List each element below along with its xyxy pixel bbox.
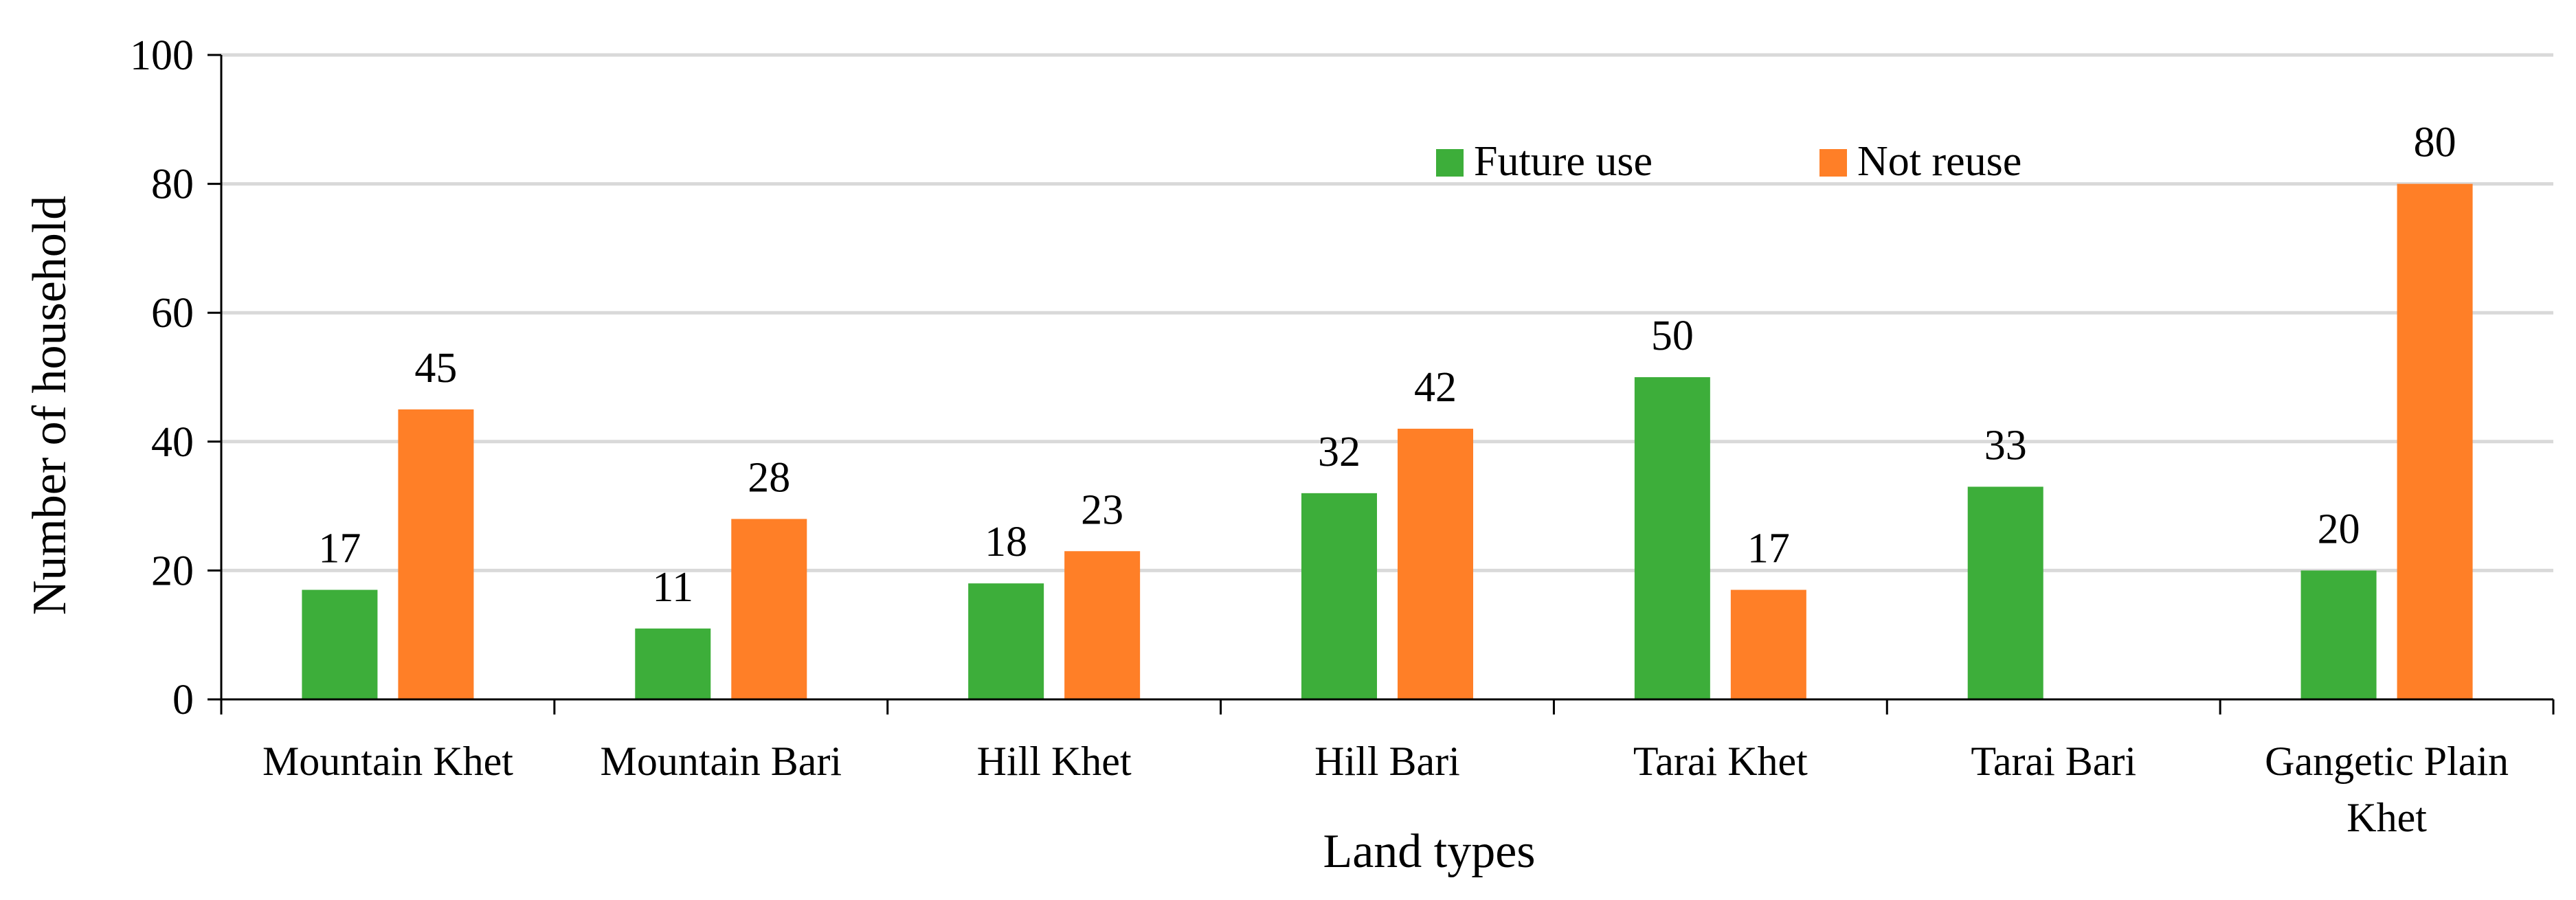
bar-future-use [1967,486,2043,699]
x-category-label: Mountain Khet [262,739,513,784]
bar-future-use [968,583,1044,699]
data-label: 45 [414,345,457,392]
data-label: 17 [318,526,361,572]
gridlines [221,53,2553,572]
data-label: 32 [1318,429,1360,475]
bars [302,183,2473,700]
x-category-label: Mountain Bari [600,739,842,784]
data-label: 17 [1747,526,1790,572]
bar-future-use [2300,570,2377,699]
y-tick-label: 20 [151,548,194,594]
data-label: 28 [748,454,790,501]
x-category-label: Hill Khet [977,739,1132,784]
bar-future-use [302,589,378,699]
y-tick-label: 80 [151,161,194,208]
data-label: 33 [1984,422,2027,469]
bar-future-use [1301,493,1377,699]
x-category-label: Khet [2347,795,2427,840]
y-tick-label: 40 [151,419,194,466]
legend-label: Not reuse [1857,138,2021,185]
data-label: 50 [1651,313,1694,359]
bar-not-reuse [1730,589,1806,699]
y-tick-label: 100 [130,32,194,79]
legend-swatch [1436,149,1464,177]
legend-label: Future use [1474,138,1653,185]
bar-not-reuse [1398,429,1473,699]
y-axis-title: Number of household [23,196,76,615]
y-tick-label: 60 [151,290,194,337]
y-tick-label: 0 [172,677,194,723]
data-label: 20 [2318,506,2360,552]
x-axis-title: Land types [1323,825,1535,878]
data-label: 11 [652,564,693,611]
x-category-label: Gangetic Plain [2265,739,2509,784]
labels: 0 20 40 60 80 100 17 45 Mountain Khet 11 28 Mountai… [130,32,2509,840]
bar-not-reuse [398,409,474,699]
x-category-label: Tarai Khet [1633,739,1808,784]
bar-not-reuse [2397,183,2473,700]
bar-future-use [1634,377,1710,699]
data-label: 18 [985,519,1027,565]
x-category-label: Hill Bari [1314,739,1460,784]
data-label: 23 [1081,486,1123,533]
legend: Future use Not reuse [1436,138,2021,185]
x-category-label: Tarai Bari [1971,739,2136,784]
axes [208,54,2555,715]
data-label: 42 [1414,364,1457,411]
legend-swatch [1819,149,1847,177]
data-label: 80 [2414,120,2456,166]
bar-future-use [635,628,711,699]
bar-not-reuse [1064,551,1141,699]
bar-not-reuse [731,519,807,699]
